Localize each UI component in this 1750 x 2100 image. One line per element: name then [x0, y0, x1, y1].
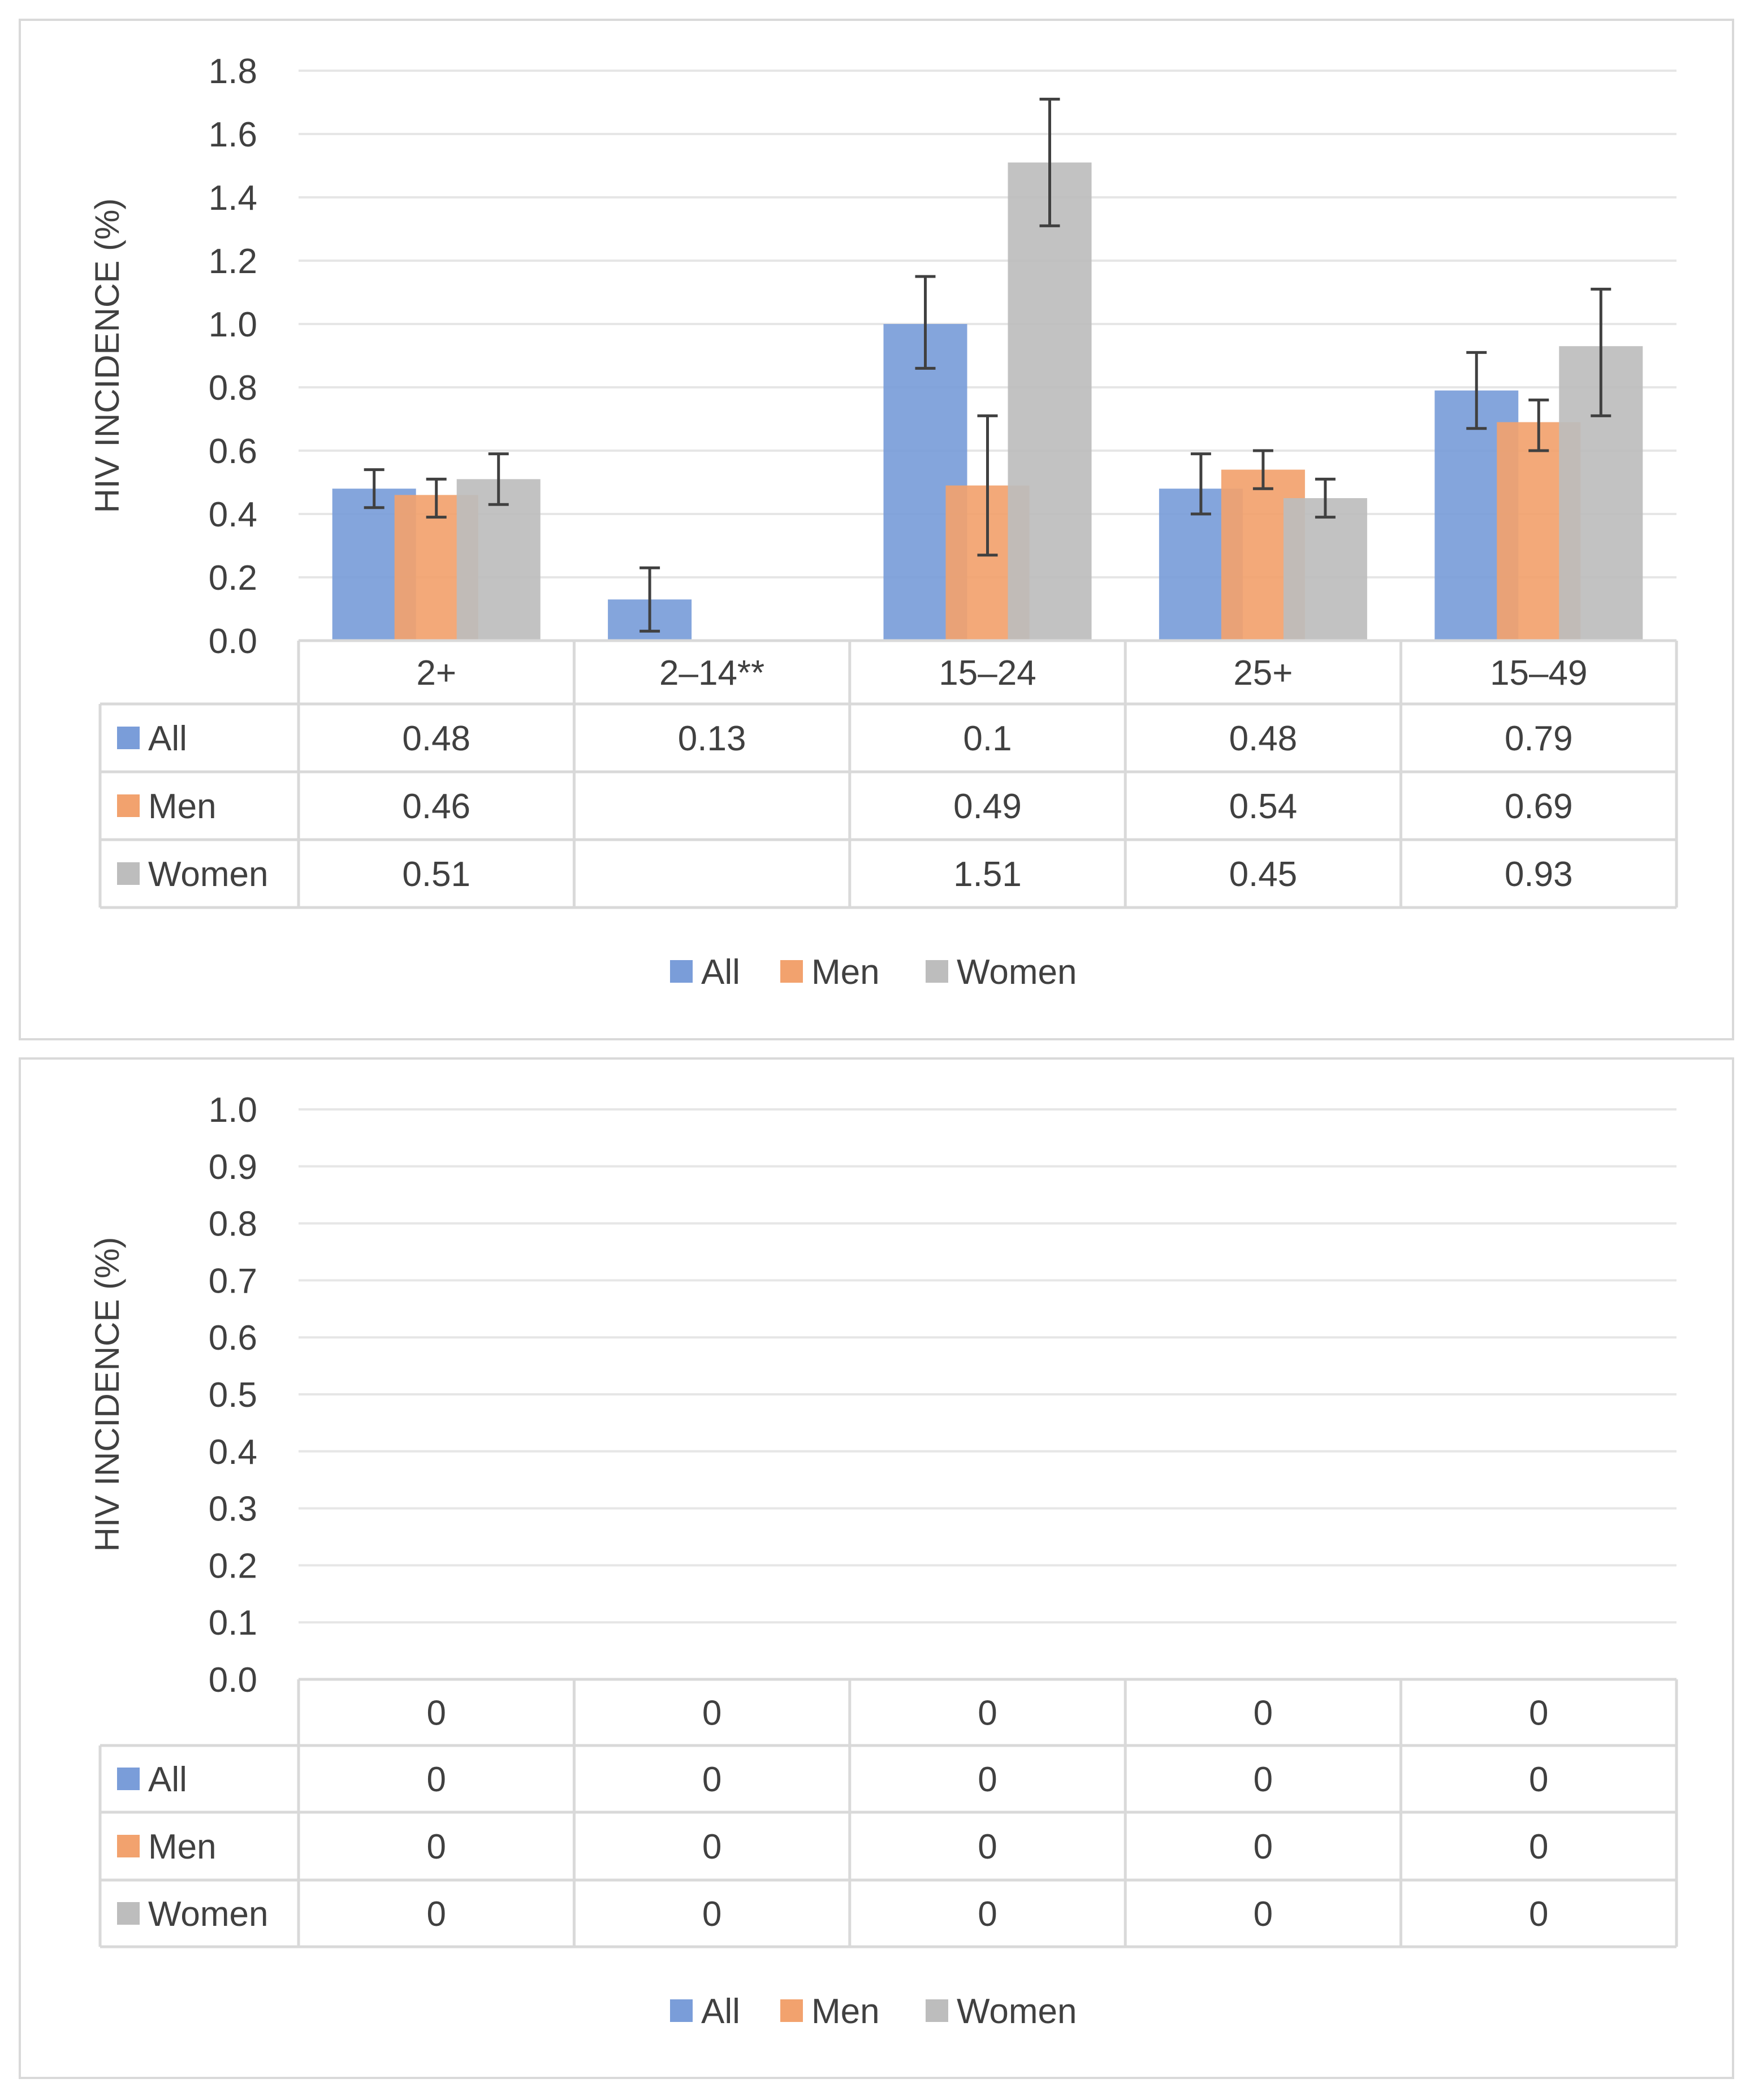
legend-swatch-men: [780, 1999, 803, 2022]
category-label: 15–24: [939, 654, 1036, 693]
table-value: 0: [702, 1827, 721, 1866]
y-axis-label: HIV INCIDENCE (%): [88, 1237, 126, 1552]
legend-label: Men: [811, 1992, 880, 2031]
category-label: 0: [426, 1694, 446, 1733]
table-value: 0: [702, 1760, 721, 1799]
legend-label: Women: [957, 953, 1077, 992]
y-tick-label: 0.0: [209, 1661, 257, 1700]
row-label: Women: [148, 855, 269, 894]
y-axis-label: HIV INCIDENCE (%): [88, 198, 126, 513]
y-tick-label: 0.9: [209, 1148, 257, 1187]
table-value: 0.13: [678, 719, 746, 758]
table-value: 0: [426, 1760, 446, 1799]
table-value: 0: [1254, 1895, 1273, 1934]
row-swatch-all: [117, 727, 140, 749]
legend-swatch-women: [926, 1999, 948, 2022]
category-label: 0: [1529, 1694, 1548, 1733]
table-value: 0: [1529, 1895, 1548, 1934]
table-value: 0.54: [1229, 787, 1298, 826]
table-value: 0.1: [963, 719, 1012, 758]
table-value: 0: [978, 1760, 997, 1799]
y-tick-label: 0.5: [209, 1376, 257, 1415]
legend-swatch-all: [670, 1999, 693, 2022]
table-value: 0: [702, 1895, 721, 1934]
table-value: 0: [978, 1827, 997, 1866]
category-label: 2+: [416, 654, 456, 693]
bar-women: [1283, 498, 1367, 641]
table-value: 0: [1529, 1827, 1548, 1866]
legend-label: All: [701, 953, 740, 992]
table-value: 0: [1254, 1827, 1273, 1866]
category-label: 0: [1254, 1694, 1273, 1733]
table-value: 0.79: [1505, 719, 1573, 758]
y-tick-label: 0.3: [209, 1490, 257, 1529]
y-tick-label: 0.8: [209, 1205, 257, 1244]
table-value: 0: [978, 1895, 997, 1934]
category-label: 0: [702, 1694, 721, 1733]
y-tick-label: 0.6: [209, 1319, 257, 1358]
category-label: 25+: [1233, 654, 1293, 693]
legend-label: Women: [957, 1992, 1077, 2031]
chart-border: [19, 1057, 1734, 2079]
bar-women: [1008, 162, 1092, 641]
table-value: 0.45: [1229, 855, 1298, 894]
legend-swatch-all: [670, 960, 693, 983]
y-tick-label: 1.8: [209, 52, 257, 91]
row-swatch-all: [117, 1768, 140, 1790]
legend: All Men Women: [670, 1992, 1077, 2031]
table-value: 0: [1254, 1760, 1273, 1799]
legend-label: All: [701, 1992, 740, 2031]
y-tick-label: 0.2: [209, 1546, 257, 1585]
table-value: 0.48: [402, 719, 470, 758]
row-swatch-men: [117, 794, 140, 817]
y-tick-label: 0.6: [209, 432, 257, 471]
table-value: 0: [426, 1827, 446, 1866]
table-value: 0.69: [1505, 787, 1573, 826]
bar-women: [456, 479, 541, 641]
table-value: 0: [426, 1895, 446, 1934]
legend-swatch-women: [926, 960, 948, 983]
row-swatch-women: [117, 862, 140, 885]
row-swatch-men: [117, 1835, 140, 1857]
row-label: Men: [148, 1827, 217, 1866]
table-value: 0: [1529, 1760, 1548, 1799]
chart-panel-1: 0.0 0.2 0.4 0.6 0.8 1.0 1.2 1.4 1.6 1.8 HIV INCIDE…: [19, 19, 1734, 1040]
data-table: 2+ 2–14** 15–24 25+ 15–49 All 0.48 0.13 0.1 0.48 0…: [98, 639, 1678, 909]
legend: All Men Women: [670, 953, 1077, 992]
chart-panel-2: 0.0 0.1 0.2 0.3 0.4 0.5 0.6 0.7 0.8 0.9 1.0 HIV INC…: [19, 1057, 1734, 2079]
table-value: 0.51: [402, 855, 470, 894]
table-value: 0.46: [402, 787, 470, 826]
row-label: All: [148, 1760, 187, 1799]
y-tick-label: 1.0: [209, 305, 257, 344]
table-value: 0.93: [1505, 855, 1573, 894]
y-tick-label: 0.4: [209, 1433, 257, 1472]
y-tick-label: 0.7: [209, 1261, 257, 1300]
y-tick-label: 0.8: [209, 369, 257, 408]
y-tick-label: 1.4: [209, 179, 257, 218]
y-tick-label: 0.1: [209, 1604, 257, 1643]
data-table: 0 0 0 0 0 All 0 0 0 0 0 Men 0 0 0 0 0 Women 0 0 0 0 0: [98, 1678, 1678, 1948]
table-value: 1.51: [953, 855, 1022, 894]
y-tick-label: 0.4: [209, 495, 257, 534]
y-tick-label: 1.6: [209, 115, 257, 154]
category-label: 15–49: [1490, 654, 1587, 693]
category-label: 0: [978, 1694, 997, 1733]
legend-label: Men: [811, 953, 880, 992]
legend-swatch-men: [780, 960, 803, 983]
y-tick-label: 1.2: [209, 242, 257, 281]
y-tick-label: 0.0: [209, 622, 257, 661]
y-tick-label: 1.0: [209, 1091, 257, 1130]
table-value: 0.48: [1229, 719, 1298, 758]
row-swatch-women: [117, 1902, 140, 1925]
y-tick-label: 0.2: [209, 559, 257, 598]
row-label: All: [148, 719, 187, 758]
row-label: Women: [148, 1895, 269, 1934]
row-label: Men: [148, 787, 217, 826]
category-label: 2–14**: [659, 654, 764, 693]
table-value: 0.49: [953, 787, 1022, 826]
